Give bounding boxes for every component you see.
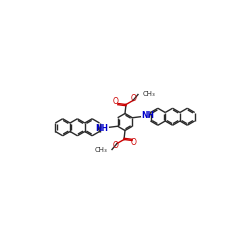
Text: CH₃: CH₃	[143, 90, 156, 96]
Text: O: O	[113, 141, 119, 150]
Text: O: O	[131, 94, 137, 103]
Text: NH: NH	[96, 124, 109, 133]
Text: O: O	[113, 97, 119, 106]
Text: O: O	[131, 138, 137, 147]
Text: NH: NH	[141, 111, 154, 120]
Text: CH₃: CH₃	[94, 148, 107, 154]
